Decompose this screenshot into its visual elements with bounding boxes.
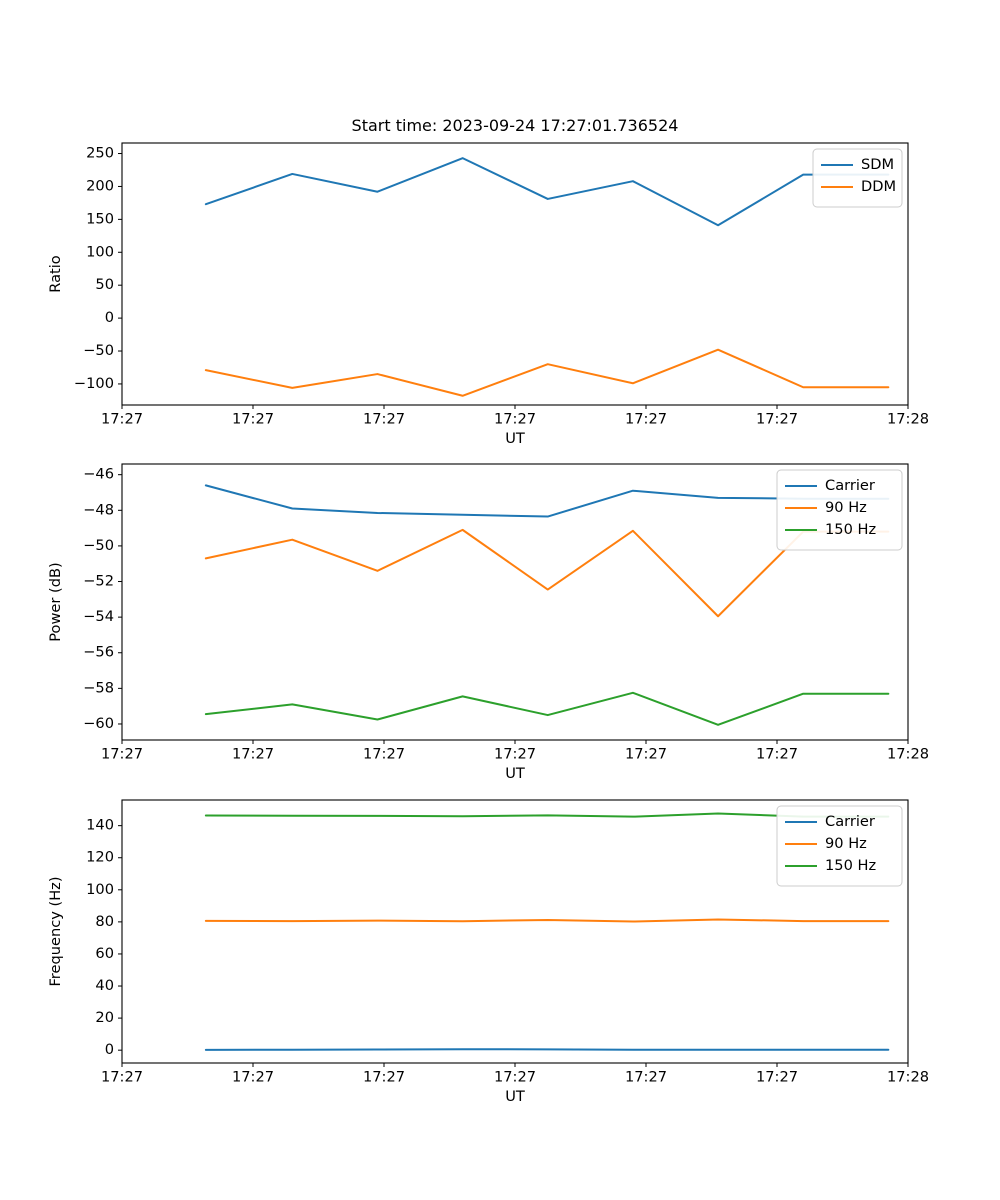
y-tick-label: −46: [83, 466, 114, 483]
y-tick-label: 80: [95, 913, 114, 930]
y-tick-label: 100: [86, 243, 114, 260]
y-tick-label: 20: [95, 1009, 114, 1026]
y-tick-label: −54: [83, 608, 114, 625]
data-line-90-hz: [204, 528, 890, 618]
x-tick-label: 17:27: [756, 745, 798, 762]
legend-label-150-hz: 150 Hz: [825, 521, 876, 538]
x-tick-label: 17:27: [232, 745, 274, 762]
x-tick-label: 17:27: [494, 410, 536, 427]
y-tick-label: −100: [74, 375, 114, 392]
legend-label-sdm: SDM: [861, 156, 894, 173]
x-tick-label: 17:27: [101, 410, 143, 427]
x-tick-label: 17:27: [494, 745, 536, 762]
y-tick-label: −52: [83, 573, 114, 590]
y-tick-label: 120: [86, 849, 114, 866]
axes-frame: [121, 799, 909, 1064]
y-tick-label: −50: [83, 537, 114, 554]
data-line-ddm: [204, 348, 890, 397]
legend-box: [776, 469, 903, 551]
x-tick-label: 17:28: [887, 1068, 929, 1085]
x-tick-label: 17:27: [363, 1068, 405, 1085]
data-line-carrier: [204, 1048, 890, 1051]
x-tick-label: 17:27: [625, 1068, 667, 1085]
y-tick-label: 0: [105, 1041, 114, 1058]
y-axis-label: Frequency (Hz): [47, 876, 64, 986]
y-tick-label: 50: [95, 276, 114, 293]
legend-label-ddm: DDM: [861, 178, 896, 195]
x-axis-label: UT: [505, 765, 525, 782]
y-tick-label: 140: [86, 817, 114, 834]
x-tick-label: 17:27: [232, 410, 274, 427]
x-tick-label: 17:27: [101, 1068, 143, 1085]
data-line-150-hz: [204, 812, 890, 818]
legend-label-150-hz: 150 Hz: [825, 857, 876, 874]
y-tick-label: 100: [86, 881, 114, 898]
y-tick-label: 40: [95, 977, 114, 994]
x-tick-label: 17:27: [756, 410, 798, 427]
y-tick-label: −60: [83, 715, 114, 732]
data-line-carrier: [204, 484, 890, 518]
y-tick-label: 60: [95, 945, 114, 962]
y-tick-label: 0: [105, 309, 114, 326]
y-tick-label: −50: [83, 342, 114, 359]
y-axis-label: Power (dB): [47, 562, 64, 641]
data-line-sdm: [204, 157, 890, 227]
x-tick-label: 17:27: [363, 410, 405, 427]
y-tick-label: 200: [86, 177, 114, 194]
x-tick-label: 17:27: [101, 745, 143, 762]
axes-frame: [121, 463, 909, 741]
x-tick-label: 17:28: [887, 410, 929, 427]
data-line-150-hz: [204, 691, 890, 726]
x-axis-label: UT: [505, 1088, 525, 1105]
x-tick-label: 17:27: [232, 1068, 274, 1085]
x-tick-label: 17:27: [494, 1068, 536, 1085]
legend-label-carrier: Carrier: [825, 813, 875, 830]
legend-box: [776, 805, 903, 887]
x-tick-label: 17:27: [625, 745, 667, 762]
legend-label-90-hz: 90 Hz: [825, 835, 867, 852]
y-tick-label: 150: [86, 210, 114, 227]
y-tick-label: −56: [83, 644, 114, 661]
y-tick-label: −58: [83, 679, 114, 696]
legend-label-carrier: Carrier: [825, 477, 875, 494]
y-tick-label: 250: [86, 145, 114, 162]
legend-box: [812, 148, 903, 208]
y-axis-label: Ratio: [47, 255, 64, 293]
legend-label-90-hz: 90 Hz: [825, 499, 867, 516]
x-tick-label: 17:27: [363, 745, 405, 762]
y-tick-label: −48: [83, 501, 114, 518]
x-axis-label: UT: [505, 430, 525, 447]
chart-title: Start time: 2023-09-24 17:27:01.736524: [352, 116, 679, 135]
x-tick-label: 17:28: [887, 745, 929, 762]
x-tick-label: 17:27: [625, 410, 667, 427]
x-tick-label: 17:27: [756, 1068, 798, 1085]
data-line-90-hz: [204, 918, 890, 923]
axes-frame: [121, 142, 909, 406]
